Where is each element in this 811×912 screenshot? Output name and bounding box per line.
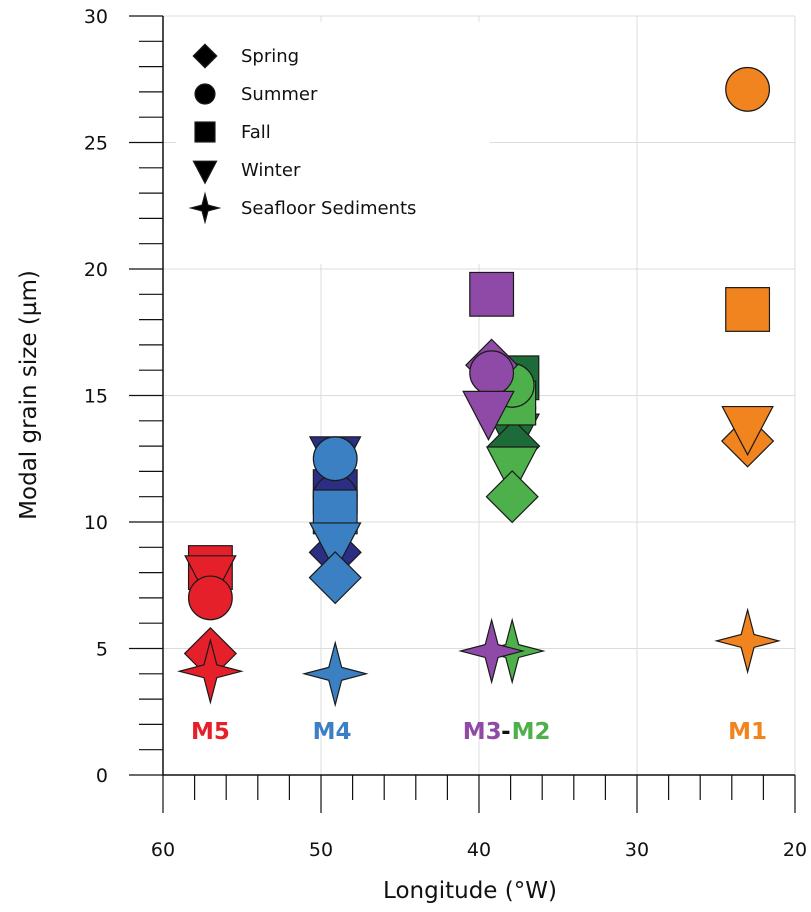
legend: Spring Summer Fall Winter Seafloor Sediments bbox=[188, 43, 416, 225]
legend-label: Seafloor Sediments bbox=[241, 198, 416, 219]
data-point-m1-triangle-down bbox=[721, 405, 774, 457]
x-tick-label: 60 bbox=[151, 839, 175, 861]
tick-labels: 0 5 10 15 20 25 30 60 50 40 30 20 bbox=[84, 6, 807, 861]
legend-icon-diamond bbox=[192, 43, 218, 69]
station-label: M4 bbox=[313, 719, 352, 745]
legend-label: Spring bbox=[241, 46, 299, 67]
legend-label: Fall bbox=[241, 122, 271, 143]
data-point-m5-circle bbox=[187, 575, 233, 621]
data-point-m2-diamond bbox=[485, 470, 539, 524]
legend-icon-circle bbox=[194, 83, 216, 105]
x-tick-label: 50 bbox=[309, 839, 333, 861]
data-point-m3-circle bbox=[469, 350, 515, 396]
series-m4 bbox=[301, 436, 369, 708]
legend-label: Winter bbox=[241, 160, 301, 181]
legend-box bbox=[176, 22, 490, 264]
station-label: M1 bbox=[728, 719, 767, 745]
y-tick-label: 30 bbox=[84, 6, 108, 28]
data-point-m3-square bbox=[469, 271, 515, 317]
data-point-m1-circle bbox=[725, 66, 771, 112]
data-point-m4-circle bbox=[312, 436, 358, 482]
data-point-m4-triangle-down bbox=[308, 522, 362, 573]
data-point-m4-diamond bbox=[308, 551, 362, 605]
tick-marks bbox=[129, 15, 796, 813]
station-label: M3 bbox=[463, 719, 502, 745]
series-m3 bbox=[458, 271, 526, 685]
y-tick-label: 10 bbox=[84, 512, 108, 534]
y-tick-label: 0 bbox=[96, 765, 108, 787]
x-axis-title: Longitude (°W) bbox=[383, 878, 557, 904]
data-point-m5-star4 bbox=[176, 637, 244, 705]
legend-icon-square bbox=[194, 121, 216, 143]
station-label: - bbox=[501, 719, 511, 745]
y-axis-title: Modal grain size (µm) bbox=[16, 270, 42, 520]
legend-background bbox=[176, 22, 490, 264]
legend-item-triangle-down: Winter bbox=[192, 160, 301, 185]
legend-label: Summer bbox=[241, 84, 318, 105]
series-m2 bbox=[478, 362, 546, 685]
legend-item-square: Fall bbox=[194, 121, 271, 143]
legend-item-star4: Seafloor Sediments bbox=[188, 191, 416, 225]
y-tick-label: 5 bbox=[96, 639, 108, 661]
series-m1 bbox=[714, 66, 782, 675]
station-label: M5 bbox=[191, 719, 230, 745]
series-m5 bbox=[176, 545, 244, 705]
data-point-m3-star4 bbox=[458, 617, 526, 685]
x-tick-label: 40 bbox=[467, 839, 491, 861]
y-tick-label: 15 bbox=[84, 386, 108, 408]
data-points bbox=[176, 66, 782, 708]
y-tick-label: 25 bbox=[84, 133, 108, 155]
station-label: M2 bbox=[512, 719, 551, 745]
data-point-m1-star4 bbox=[714, 607, 782, 675]
y-tick-label: 20 bbox=[84, 259, 108, 281]
legend-icon-star4 bbox=[188, 191, 222, 225]
legend-item-diamond: Spring bbox=[192, 43, 299, 69]
data-point-m1-square bbox=[725, 287, 771, 332]
x-tick-label: 30 bbox=[625, 839, 649, 861]
data-point-m3-triangle-down bbox=[462, 390, 515, 441]
x-tick-label: 20 bbox=[783, 839, 807, 861]
legend-item-circle: Summer bbox=[194, 83, 318, 105]
data-point-m4-star4 bbox=[301, 640, 369, 708]
legend-icon-triangle-down bbox=[192, 160, 218, 185]
station-labels: M5 M4 M3- M2 M1 bbox=[191, 719, 767, 745]
